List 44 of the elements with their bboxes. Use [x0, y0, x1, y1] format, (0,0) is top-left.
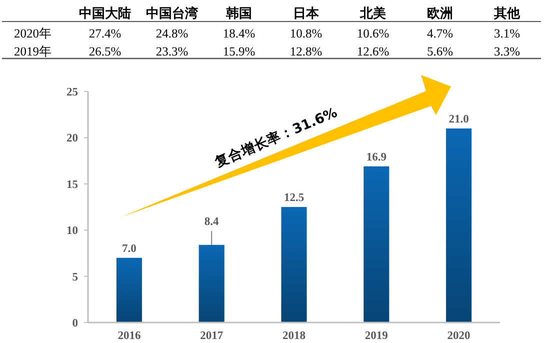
- data-label: 12.6%: [356, 44, 390, 58]
- data-label: 21.0: [448, 113, 470, 126]
- category-label: 北美: [359, 6, 386, 21]
- text: 2019年: [14, 44, 52, 58]
- data-label: 12.8%: [290, 44, 322, 58]
- x-tick-label: 2018: [282, 330, 306, 342]
- text: 2020年: [14, 26, 52, 40]
- x-tick-label: 2020: [447, 330, 471, 342]
- y-tick-label: 10: [66, 225, 78, 238]
- data-label: 3.3%: [494, 44, 520, 58]
- bar: [281, 207, 307, 322]
- data-label: 16.9: [366, 151, 387, 164]
- bar: [446, 128, 472, 322]
- category-label: 中国台湾: [146, 6, 198, 21]
- data-label: 12.5: [284, 192, 304, 204]
- data-label: 26.5%: [88, 44, 122, 58]
- y-tick-label: 15: [66, 178, 78, 191]
- data-label: 10.8%: [290, 26, 322, 40]
- data-label: 27.4%: [88, 26, 122, 40]
- bar: [364, 166, 390, 322]
- data-label: 3.1%: [494, 26, 520, 40]
- data-label: 8.4: [204, 216, 220, 228]
- category-label: 韩国: [225, 6, 252, 21]
- data-label: 23.3%: [156, 44, 188, 58]
- x-tick-label: 2016: [118, 330, 141, 342]
- data-label: 18.4%: [222, 26, 256, 40]
- category-label: 中国大陆: [79, 6, 131, 21]
- category-label: 其他: [493, 6, 521, 21]
- category-label: 欧洲: [427, 6, 453, 21]
- data-label: 5.6%: [426, 44, 454, 58]
- x-tick-label: 2019: [364, 330, 388, 342]
- data-label: 7.0: [122, 242, 137, 255]
- data-label: 4.7%: [426, 26, 454, 40]
- category-label: 日本: [293, 6, 320, 21]
- x-tick-label: 2017: [200, 330, 224, 342]
- data-label: 10.6%: [356, 26, 390, 40]
- bar: [116, 258, 142, 322]
- y-tick-label: 5: [72, 271, 78, 284]
- data-label: 24.8%: [156, 26, 188, 40]
- y-tick-label: 25: [66, 86, 78, 99]
- bar: [198, 244, 224, 322]
- data-label: 15.9%: [222, 44, 256, 58]
- y-tick-label: 20: [66, 132, 78, 145]
- y-tick-label: 0: [72, 318, 78, 330]
